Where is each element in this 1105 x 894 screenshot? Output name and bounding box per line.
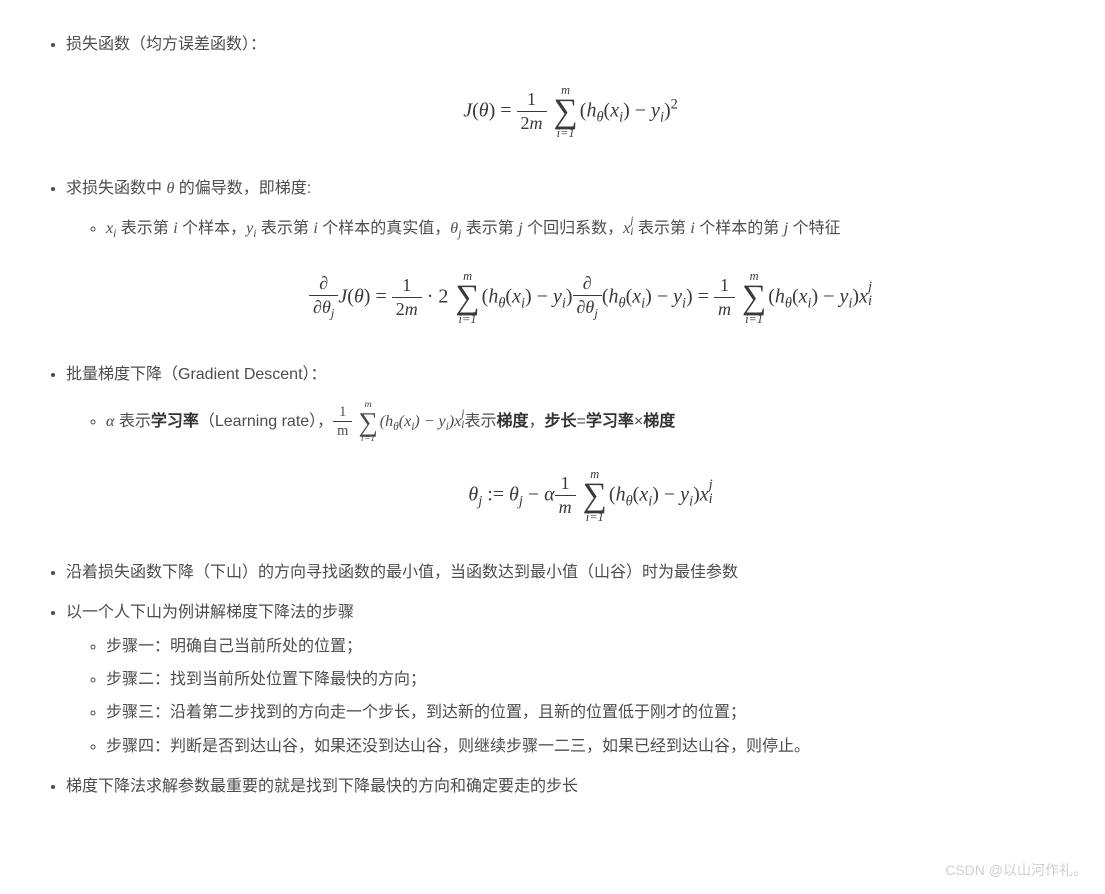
item-descend-desc: 沿着损失函数下降（下山）的方向寻找函数的最小值，当函数达到最小值（山谷）时为最佳… (66, 558, 1075, 588)
gradient-title: 求损失函数中 θ 的偏导数，即梯度: (66, 180, 311, 197)
analogy-title: 以一个人下山为例讲解梯度下降法的步骤 (66, 604, 354, 621)
step-3: 步骤三：沿着第二步找到的方向走一个步长，到达新的位置，且新的位置低于刚才的位置； (106, 698, 1075, 728)
gd-alpha-desc: α 表示学习率（Learning rate），1m m∑i=1(hθ(xi) −… (106, 400, 1075, 524)
gradient-symbol-desc: xi 表示第 i 个样本，yi 表示第 i 个样本的真实值，θj 表示第 j 个… (106, 214, 1075, 325)
step-4: 步骤四：判断是否到达山谷，如果还没到达山谷，则继续步骤一二三，如果已经到达山谷，… (106, 732, 1075, 762)
document-root: 损失函数（均方误差函数）： J(θ) = 12m m∑i=1(hθ(xi) − … (30, 30, 1075, 803)
step-2: 步骤二：找到当前所处位置下降最快的方向； (106, 665, 1075, 695)
gd-title: 批量梯度下降（Gradient Descent）： (66, 366, 327, 383)
gradient-formula: ∂∂θjJ(θ) = 12m · 2 m∑i=1(hθ(xi) − yi)∂∂θ… (106, 270, 1075, 325)
item-gradient: 求损失函数中 θ 的偏导数，即梯度: xi 表示第 i 个样本，yi 表示第 i… (66, 174, 1075, 326)
loss-fn-formula: J(θ) = 12m m∑i=1(hθ(xi) − yi)2 (66, 84, 1075, 139)
item-loss-fn: 损失函数（均方误差函数）： J(θ) = 12m m∑i=1(hθ(xi) − … (66, 30, 1075, 140)
item-gd: 批量梯度下降（Gradient Descent）： α 表示学习率（Learni… (66, 360, 1075, 524)
watermark: CSDN @以山河作礼。 (945, 857, 1087, 884)
analogy-steps: 步骤一：明确自己当前所处的位置； 步骤二：找到当前所处位置下降最快的方向； 步骤… (66, 632, 1075, 763)
loss-fn-title: 损失函数（均方误差函数）： (66, 36, 266, 53)
item-analogy: 以一个人下山为例讲解梯度下降法的步骤 步骤一：明确自己当前所处的位置； 步骤二：… (66, 598, 1075, 762)
gd-formula: θj := θj − α1m m∑i=1(hθ(xi) − yi)xji (106, 468, 1075, 523)
item-key-point: 梯度下降法求解参数最重要的就是找到下降最快的方向和确定要走的步长 (66, 772, 1075, 802)
step-1: 步骤一：明确自己当前所处的位置； (106, 632, 1075, 662)
